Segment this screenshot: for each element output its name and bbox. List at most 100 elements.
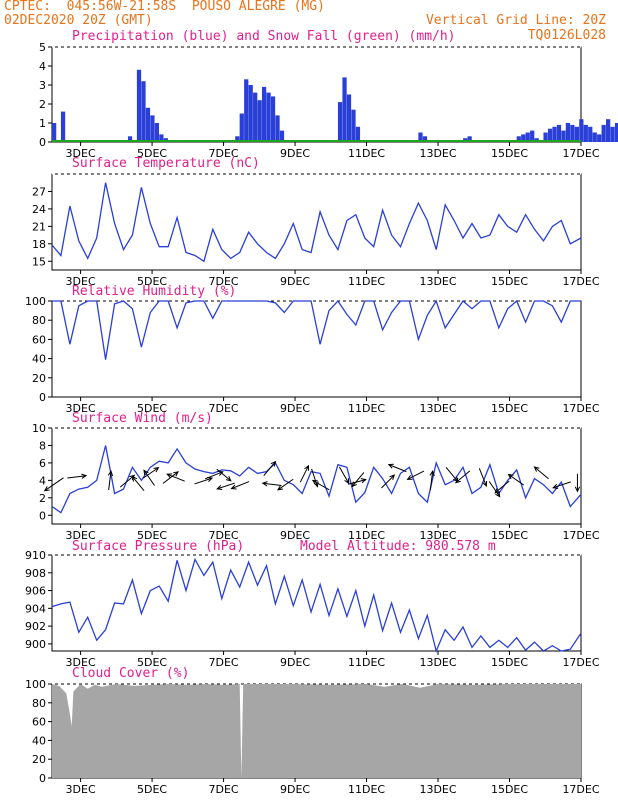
pres-xtick-label: 3DEC (66, 656, 96, 669)
wind-arrow (44, 477, 64, 492)
cloud-xtick-label: 11DEC (348, 783, 385, 796)
precip-bar (565, 123, 571, 142)
precip-bar (516, 136, 521, 142)
precip-bar (601, 124, 606, 142)
precip-bar (235, 136, 240, 142)
pres-ytick-label: 906 (25, 585, 46, 598)
precip-xtick-label: 13DEC (419, 147, 456, 160)
pres-ytick-label: 910 (25, 549, 46, 562)
wind-arrow-head (173, 471, 179, 477)
wind-arrow (445, 467, 459, 482)
rh-ytick-label: 20 (32, 372, 46, 385)
pres-series-line (51, 557, 582, 654)
wind-series-line (51, 445, 582, 514)
wind-arrow (262, 482, 282, 487)
wind-arrow-head (387, 463, 394, 469)
temp-ytick-label: 27 (32, 185, 46, 198)
wind-ytick-label: 8 (39, 439, 46, 452)
precip-bar (525, 132, 530, 142)
cloud-ytick-label: 80 (32, 697, 46, 710)
wind-title: Surface Wind (m/s) (72, 411, 213, 426)
temp-ytick-label: 21 (32, 220, 46, 233)
precip-bar (606, 119, 611, 142)
wind-arrow (388, 464, 407, 473)
temp-title: Surface Temperature (nC) (72, 156, 260, 171)
precip-bar (261, 86, 267, 142)
temp-xtick-label: 9DEC (280, 275, 310, 288)
temp-ytick-label: 18 (32, 238, 46, 251)
pres-xtick-label: 13DEC (419, 656, 456, 669)
wind-arrow-head (81, 473, 88, 479)
cloud-ytick-label: 20 (32, 753, 46, 766)
wind-arrow-head (107, 470, 114, 477)
precip-bar (154, 123, 160, 142)
header-station: CPTEC: 045:56W-21:58S POUSO ALEGRE (MG) (4, 0, 325, 14)
wind-arrow (429, 471, 434, 490)
precip-xtick-label: 9DEC (280, 147, 310, 160)
wind-arrow-head (270, 460, 277, 467)
temp-xtick-label: 3DEC (66, 275, 96, 288)
wind-arrow (407, 470, 425, 480)
precip-bar (610, 126, 615, 142)
pres-xtick-label: 11DEC (348, 656, 385, 669)
precip-bar (279, 130, 285, 142)
wind-arrow-head (277, 485, 284, 491)
precip-xtick-label: 17DEC (562, 147, 599, 160)
pres-xtick-label: 15DEC (491, 656, 528, 669)
rh-xtick-label: 7DEC (209, 402, 239, 415)
cloud-xtick-label: 5DEC (137, 783, 167, 796)
wind-arrow (478, 468, 487, 487)
precip-bar (60, 111, 66, 142)
wind-arrow-head (494, 488, 501, 494)
pres-xtick-label: 9DEC (280, 656, 310, 669)
wind-arrow (488, 481, 501, 497)
wind-arrow (299, 465, 309, 483)
wind-xtick-label: 17DEC (562, 529, 599, 542)
rh-xtick-label: 5DEC (137, 402, 167, 415)
temp-ytick-label: 24 (32, 203, 46, 216)
wind-arrow (508, 474, 525, 486)
wind-arrow (142, 467, 159, 479)
precip-bar (592, 132, 597, 142)
cloud-ytick-label: 100 (25, 678, 46, 691)
wind-arrow (311, 468, 318, 487)
precip-bar (552, 126, 557, 142)
wind-arrow (312, 480, 330, 491)
temp-xtick-label: 5DEC (137, 275, 167, 288)
wind-arrow (494, 480, 510, 494)
rh-ytick-label: 0 (39, 391, 46, 404)
precip-bar (579, 119, 584, 142)
precip-bar (346, 94, 352, 142)
cloud-title: Cloud Cover (%) (72, 666, 190, 681)
precip-bar (422, 136, 428, 142)
cloud-ytick-label: 40 (32, 734, 46, 747)
precip-bar (583, 124, 588, 142)
pres-ytick-label: 902 (25, 620, 46, 633)
wind-arrow-head (533, 466, 540, 472)
cloud-xtick-label: 3DEC (66, 783, 96, 796)
temp-xtick-label: 17DEC (562, 275, 599, 288)
pres-altitude: Model Altitude: 980.578 m (300, 539, 496, 554)
precip-bar (556, 124, 562, 142)
wind-ytick-label: 4 (39, 474, 46, 487)
wind-arrow-head (495, 491, 501, 498)
precip-bar (561, 130, 566, 142)
cloud-xtick-label: 13DEC (419, 783, 456, 796)
wind-arrow-head (454, 477, 461, 484)
precip-bar (141, 81, 146, 142)
precip-bar (351, 109, 356, 142)
precip-bar (275, 115, 280, 142)
precip-bar (547, 128, 553, 142)
wind-arrow (455, 470, 471, 483)
precip-ytick-label: 0 (39, 136, 46, 149)
precip-bar (136, 69, 142, 142)
wind-ytick-label: 2 (39, 492, 46, 505)
wind-arrow-head (574, 486, 581, 493)
precip-ytick-label: 5 (39, 41, 46, 54)
wind-arrow-head (351, 481, 357, 488)
temp-xtick-label: 11DEC (348, 275, 385, 288)
precip-bar (467, 136, 472, 142)
precip-bar (127, 136, 133, 142)
wind-arrow-head (429, 470, 435, 477)
